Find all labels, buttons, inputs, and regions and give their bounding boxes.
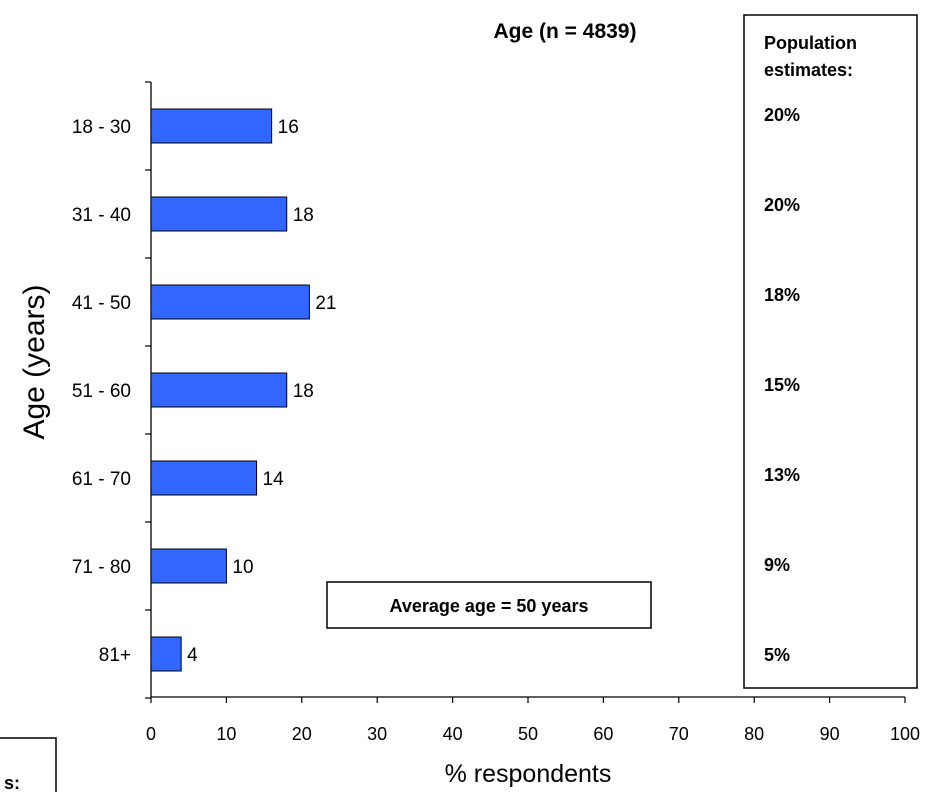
y-tick-label: 41 - 50 [72, 293, 131, 314]
average-age-annotation: Average age = 50 years [390, 596, 589, 616]
bar-value-label: 21 [315, 293, 336, 314]
x-tick-label: 0 [146, 724, 156, 744]
bars [150, 108, 310, 672]
population-estimate-values: 20% 20% 18% 15% 13% 9% 5% [764, 105, 800, 665]
population-estimate-value: 20% [764, 105, 800, 125]
bar [150, 636, 182, 672]
bar [150, 548, 227, 584]
x-tick-label: 10 [216, 724, 236, 744]
x-tick-labels: 0 10 20 30 40 50 60 70 80 90 100 [146, 724, 920, 744]
bar-value-label: 18 [293, 381, 314, 402]
x-tick-label: 80 [744, 724, 764, 744]
bar-value-labels: 16 18 21 18 14 10 4 [187, 117, 336, 666]
y-tick-label: 61 - 70 [72, 469, 131, 490]
population-estimate-value: 20% [764, 195, 800, 215]
y-tick-label: 71 - 80 [72, 557, 131, 578]
population-estimate-value: 9% [764, 555, 790, 575]
average-age-box [326, 581, 652, 629]
cropped-legend-fragment: s: [4, 773, 20, 792]
bar-value-label: 18 [293, 205, 314, 226]
bar-value-label: 16 [278, 117, 299, 138]
y-axis [145, 81, 152, 699]
x-tick-label: 70 [669, 724, 689, 744]
bar-value-label: 10 [232, 557, 253, 578]
population-estimates-title-line1: Population [764, 33, 857, 53]
population-estimate-value: 18% [764, 285, 800, 305]
population-estimates-title-line2: estimates: [764, 60, 853, 80]
bar [150, 372, 288, 408]
x-tick-label: 100 [890, 724, 920, 744]
x-tick-label: 30 [367, 724, 387, 744]
bar [150, 284, 310, 320]
x-tick-label: 40 [443, 724, 463, 744]
x-tick-label: 20 [292, 724, 312, 744]
x-axis [150, 696, 906, 703]
bar [150, 108, 273, 144]
population-estimates-box [743, 14, 918, 689]
bar [150, 196, 288, 232]
y-tick-labels: 18 - 30 31 - 40 41 - 50 51 - 60 61 - 70 71 - … [72, 117, 131, 666]
x-axis-label: % respondents [445, 760, 612, 788]
x-tick-label: 60 [593, 724, 613, 744]
y-tick-label: 51 - 60 [72, 381, 131, 402]
cropped-legend-box [0, 737, 57, 792]
bar-value-label: 4 [187, 645, 198, 666]
y-tick-label: 81+ [99, 645, 131, 666]
x-tick-label: 50 [518, 724, 538, 744]
population-estimate-value: 15% [764, 375, 800, 395]
bar [150, 460, 258, 496]
chart-title: Age (n = 4839) [494, 20, 637, 43]
y-tick-label: 31 - 40 [72, 205, 131, 226]
population-estimate-value: 13% [764, 465, 800, 485]
bar-value-label: 14 [263, 469, 285, 490]
y-axis-label: Age (years) [18, 284, 51, 439]
y-tick-label: 18 - 30 [72, 117, 131, 138]
x-tick-label: 90 [820, 724, 840, 744]
population-estimate-value: 5% [764, 645, 790, 665]
